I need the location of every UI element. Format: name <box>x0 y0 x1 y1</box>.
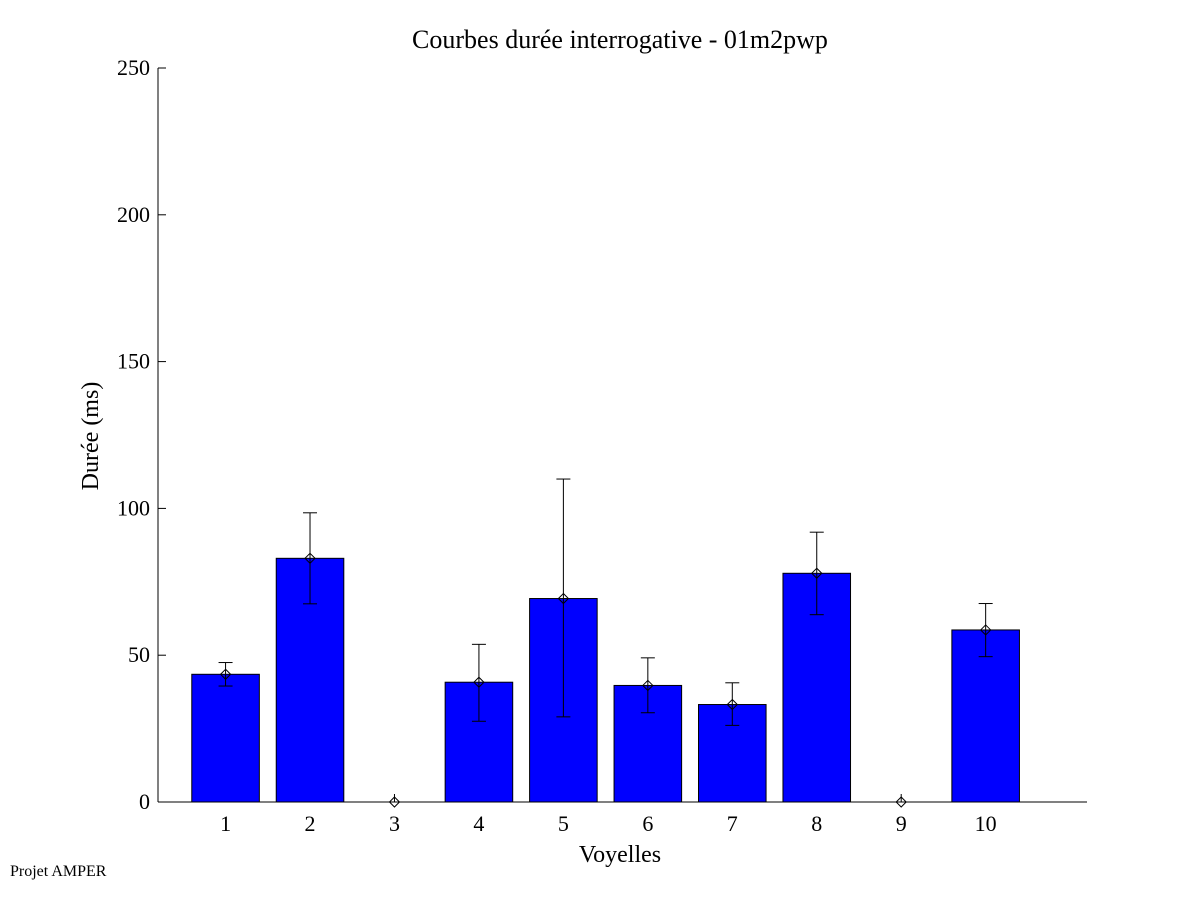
x-axis-label: Voyelles <box>579 842 661 868</box>
mean-marker <box>642 679 654 692</box>
mean-marker <box>304 552 316 565</box>
x-tick-label: 1 <box>220 811 231 836</box>
y-tick-label: 200 <box>117 202 150 227</box>
mean-marker <box>557 592 570 605</box>
y-tick-label: 0 <box>139 789 150 814</box>
x-tick-label: 8 <box>811 811 822 836</box>
x-tick-label: 6 <box>642 811 653 836</box>
x-tick-label: 3 <box>389 811 400 836</box>
plot-area: 0 50 100 150 200 250 1 2 3 4 5 6 7 8 9 10 <box>117 55 1087 836</box>
mean-marker <box>726 698 738 711</box>
bar <box>951 629 1020 803</box>
bar <box>191 673 260 803</box>
x-tick-label: 2 <box>305 811 316 836</box>
y-axis-label: Durée (ms) <box>78 382 104 491</box>
mean-marker <box>979 624 992 636</box>
mean-marker <box>473 676 485 688</box>
mean-marker <box>895 796 907 808</box>
x-tick-label: 10 <box>975 811 997 836</box>
y-tick-label: 150 <box>117 349 150 374</box>
x-tick-label: 9 <box>896 811 907 836</box>
y-tick-label: 250 <box>117 55 150 80</box>
x-tick-label: 5 <box>558 811 569 836</box>
mean-marker <box>219 668 232 680</box>
y-tick-label: 100 <box>117 495 150 520</box>
y-tick-label: 50 <box>128 642 150 667</box>
chart-title: Courbes durée interrogative - 01m2pwp <box>412 25 828 54</box>
mean-marker <box>388 796 401 808</box>
mean-marker <box>811 567 823 579</box>
x-tick-label: 4 <box>473 811 484 836</box>
footer-credit: Projet AMPER <box>10 863 107 880</box>
x-tick-label: 7 <box>727 811 738 836</box>
